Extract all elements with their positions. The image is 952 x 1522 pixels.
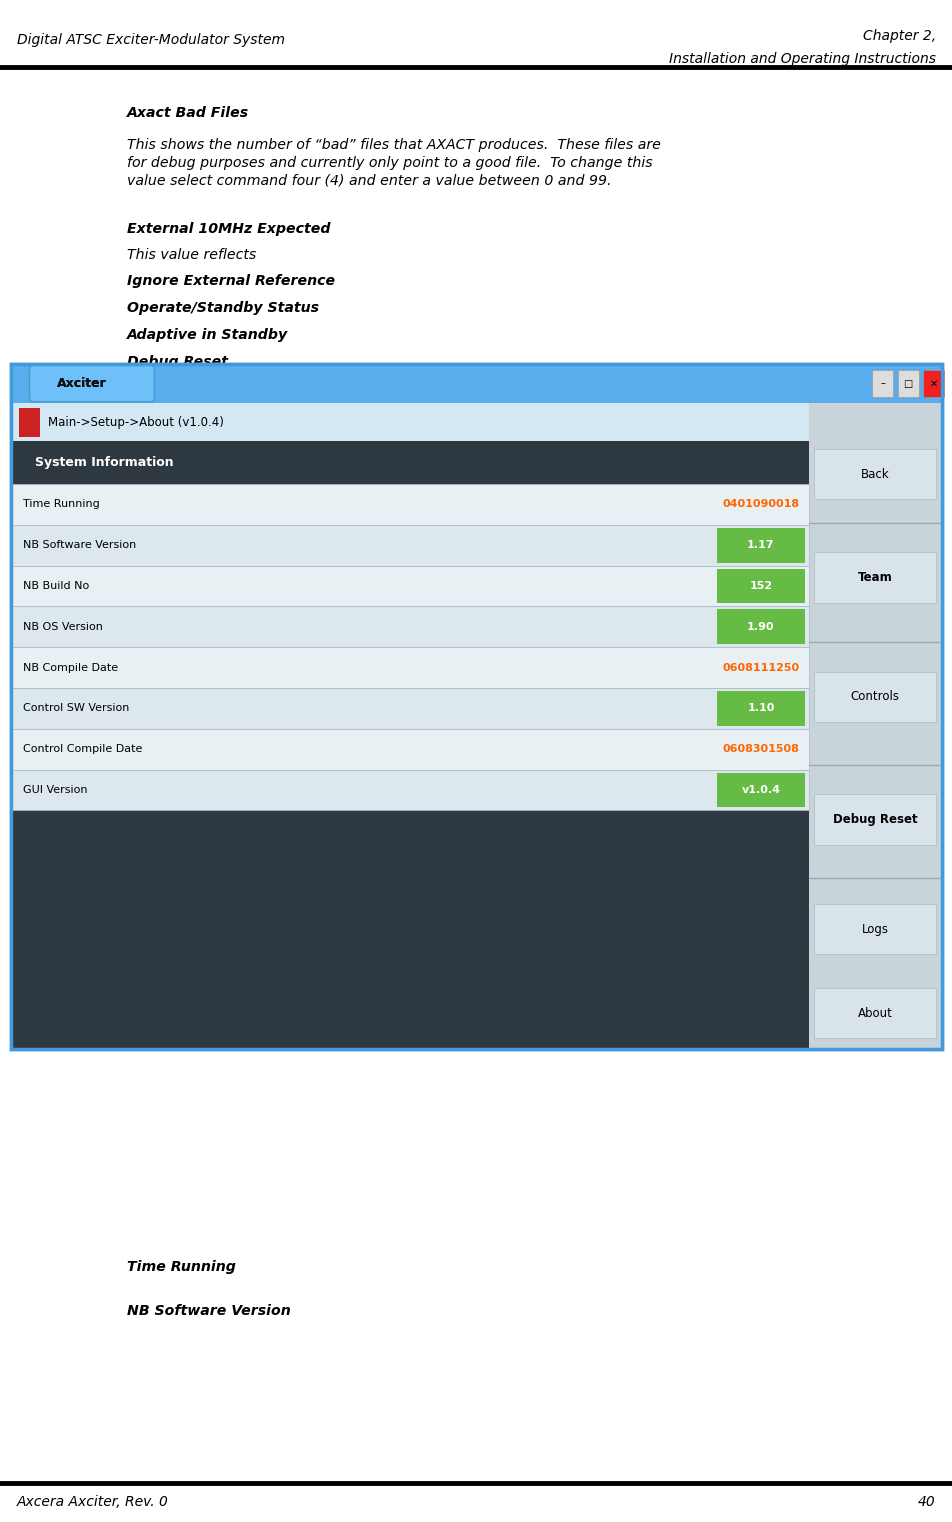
Text: Axciter: Axciter [57, 377, 107, 390]
Bar [11, 566, 807, 606]
Bar [897, 370, 918, 397]
Text: v1.0.4: v1.0.4 [741, 785, 780, 794]
Text: 0401090018: 0401090018 [722, 499, 799, 510]
Bar [716, 691, 803, 726]
Bar [716, 609, 803, 644]
Text: Debug Reset: Debug Reset [832, 813, 917, 826]
Text: NB OS Version: NB OS Version [23, 622, 103, 632]
Text: NB Software Version: NB Software Version [23, 540, 136, 549]
Text: System Information: System Information [35, 457, 173, 469]
Bar [19, 408, 40, 437]
Text: Adaptive in Standby: Adaptive in Standby [127, 329, 288, 342]
Text: GUI Version: GUI Version [23, 785, 88, 794]
Bar [11, 729, 807, 770]
Text: 1.10: 1.10 [746, 703, 774, 714]
Bar [813, 671, 935, 721]
Text: Digital ATSC Exciter-Modulator System: Digital ATSC Exciter-Modulator System [17, 32, 285, 47]
Text: Ignore External Reference: Ignore External Reference [127, 274, 334, 288]
Text: 1.17: 1.17 [746, 540, 774, 549]
Text: Control Compile Date: Control Compile Date [23, 744, 142, 753]
Bar [813, 449, 935, 499]
FancyBboxPatch shape [30, 365, 154, 402]
Text: Installation and Operating Instructions: Installation and Operating Instructions [668, 52, 935, 65]
Bar [716, 773, 803, 807]
Text: Axcera Axciter, Rev. 0: Axcera Axciter, Rev. 0 [17, 1495, 169, 1510]
Text: This value reflects: This value reflects [127, 248, 256, 262]
Bar [813, 794, 935, 845]
Text: Back: Back [860, 467, 888, 481]
Text: Chapter 2,: Chapter 2, [862, 29, 935, 43]
Text: Debug Reset: Debug Reset [127, 356, 228, 370]
Text: Team: Team [857, 571, 891, 584]
Text: 0608301508: 0608301508 [722, 744, 799, 753]
Text: This shows the number of “bad” files that AXACT produces.  These files are
for d: This shows the number of “bad” files tha… [127, 139, 660, 187]
Text: Time Running: Time Running [127, 1260, 235, 1274]
Bar [11, 364, 941, 403]
Text: –: – [879, 379, 884, 388]
Text: ✕: ✕ [929, 379, 937, 388]
Bar [813, 904, 935, 954]
Bar [11, 403, 807, 441]
Text: Axact Bad Files: Axact Bad Files [127, 107, 248, 120]
Bar [807, 403, 941, 1049]
Text: 0608111250: 0608111250 [722, 662, 799, 673]
Bar [11, 647, 807, 688]
Bar [922, 370, 943, 397]
Text: NB Compile Date: NB Compile Date [23, 662, 118, 673]
FancyBboxPatch shape [11, 364, 941, 1049]
Bar [11, 403, 807, 1049]
Text: Control SW Version: Control SW Version [23, 703, 129, 714]
Bar [716, 528, 803, 563]
Text: Axciter: Axciter [57, 377, 107, 390]
Text: 152: 152 [748, 581, 772, 591]
Text: Logs: Logs [861, 922, 887, 936]
Text: Time Running: Time Running [23, 499, 100, 510]
Bar [11, 606, 807, 647]
Text: NB Software Version: NB Software Version [127, 1304, 290, 1318]
Text: NB Build No: NB Build No [23, 581, 89, 591]
Bar [813, 988, 935, 1038]
Text: □: □ [902, 379, 912, 388]
Bar [11, 770, 807, 810]
Bar [11, 525, 807, 566]
Text: Operate/Standby Status: Operate/Standby Status [127, 301, 318, 315]
Bar [813, 552, 935, 603]
Text: Main->Setup->About (v1.0.4): Main->Setup->About (v1.0.4) [48, 416, 224, 429]
Bar [11, 688, 807, 729]
Bar [871, 370, 892, 397]
Text: About: About [857, 1006, 892, 1020]
Text: Controls: Controls [850, 691, 899, 703]
Bar [11, 484, 807, 525]
Bar [11, 441, 807, 484]
Text: External 10MHz Expected: External 10MHz Expected [127, 222, 330, 236]
Text: 1.90: 1.90 [746, 622, 774, 632]
Text: 40: 40 [917, 1495, 935, 1510]
Bar [716, 569, 803, 603]
